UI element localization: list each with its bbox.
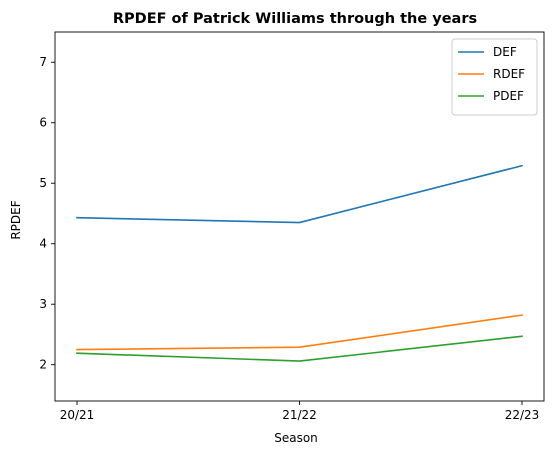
x-tick-label: 20/21 (60, 408, 95, 422)
chart-title: RPDEF of Patrick Williams through the ye… (113, 11, 477, 27)
x-tick-label: 21/22 (282, 408, 317, 422)
y-tick-label: 4 (39, 237, 47, 251)
y-tick-label: 5 (39, 176, 47, 190)
series-line-rdef (76, 314, 523, 351)
legend-label-pdef: PDEF (493, 89, 524, 103)
series-line-pdef (76, 335, 523, 362)
legend: DEF RDEF PDEF (451, 38, 538, 116)
series-line-def (76, 164, 523, 224)
x-axis-label: Season (274, 431, 318, 445)
plot-area: 20/21 21/22 22/23 2 3 4 5 6 7 (39, 31, 545, 422)
y-tick-label: 6 (39, 116, 47, 130)
legend-label-def: DEF (493, 45, 517, 59)
y-axis-label: RPDEF (9, 200, 23, 239)
y-tick-label: 3 (39, 297, 47, 311)
legend-label-rdef: RDEF (493, 67, 525, 81)
y-tick-label: 2 (39, 358, 47, 372)
x-tick-label: 22/23 (505, 408, 540, 422)
y-tick-label: 7 (39, 55, 47, 69)
